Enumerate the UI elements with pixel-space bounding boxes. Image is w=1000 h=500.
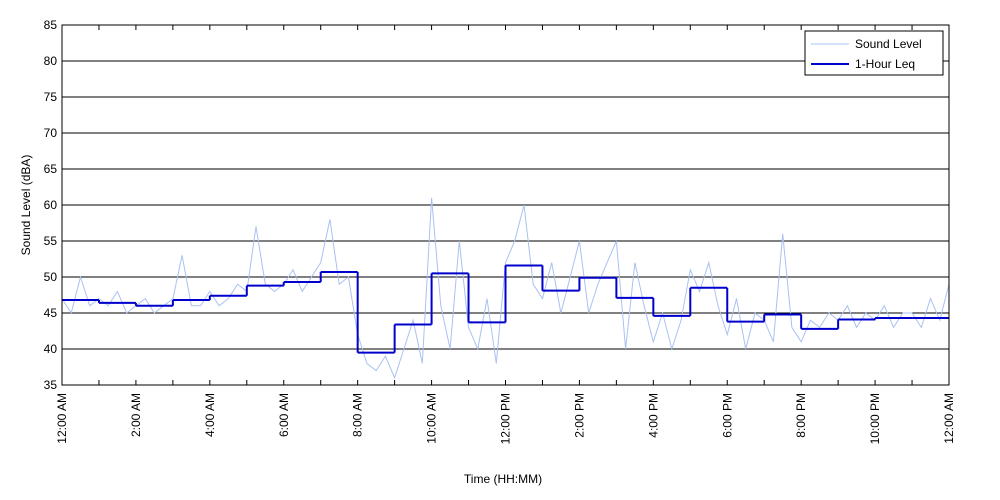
y-tick-label: 75 <box>44 90 58 104</box>
x-tick-label: 6:00 PM <box>720 393 734 438</box>
plot-frame <box>61 24 950 386</box>
x-tick-label: 2:00 PM <box>572 393 586 438</box>
x-tick-label: 12:00 PM <box>499 393 513 444</box>
x-tick-label: 10:00 PM <box>868 393 882 444</box>
y-tick-label: 80 <box>44 54 58 68</box>
x-tick-label: 12:00 AM <box>942 393 956 444</box>
legend-label: 1-Hour Leq <box>855 57 915 71</box>
y-axis-label: Sound Level (dBA) <box>19 155 33 256</box>
x-tick-label: 2:00 AM <box>129 393 143 437</box>
x-tick-label: 4:00 PM <box>646 393 660 438</box>
y-tick-label: 70 <box>44 126 58 140</box>
x-tick-label: 4:00 AM <box>203 393 217 437</box>
y-tick-label: 85 <box>44 18 58 32</box>
x-axis-label: Time (HH:MM) <box>464 472 542 486</box>
y-tick-label: 65 <box>44 162 58 176</box>
y-tick-label: 50 <box>44 270 58 284</box>
x-tick-label: 12:00 AM <box>55 393 69 444</box>
x-tick-label: 8:00 AM <box>351 393 365 437</box>
y-tick-label: 40 <box>44 342 58 356</box>
y-tick-label: 60 <box>44 198 58 212</box>
y-tick-label: 45 <box>44 306 58 320</box>
y-tick-label: 35 <box>44 378 58 392</box>
x-tick-label: 6:00 AM <box>277 393 291 437</box>
y-tick-label: 55 <box>44 234 58 248</box>
legend-box <box>804 30 944 76</box>
x-tick-label: 8:00 PM <box>794 393 808 438</box>
x-tick-label: 10:00 AM <box>425 393 439 444</box>
sound-level-line <box>61 197 950 380</box>
legend-label: Sound Level <box>855 37 922 51</box>
